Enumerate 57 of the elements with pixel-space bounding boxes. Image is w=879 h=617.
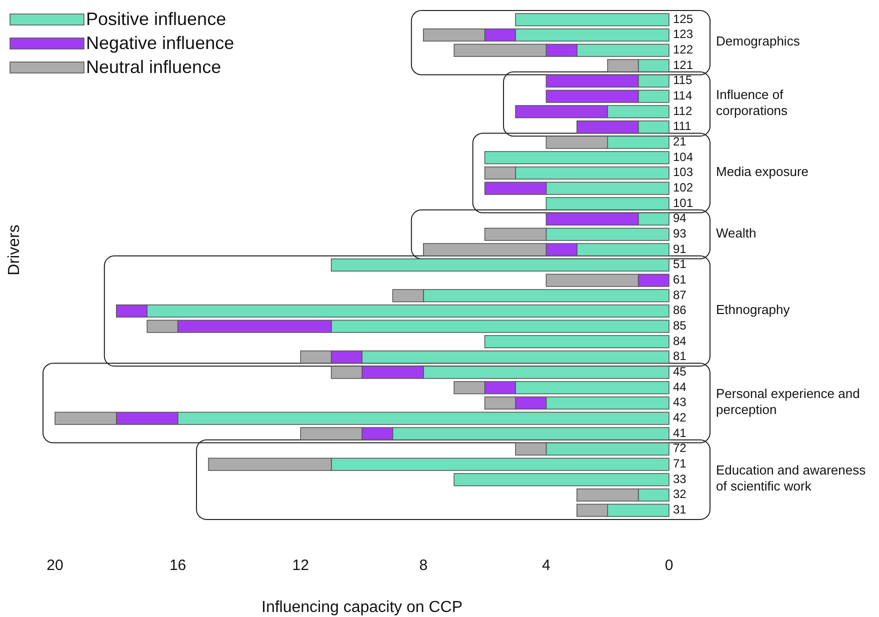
y-tick-label: 93 [673, 226, 687, 241]
y-tick-label: 31 [673, 502, 687, 517]
y-tick-label: 86 [673, 303, 687, 318]
text: Ethnography [716, 302, 790, 318]
x-tick-label: 16 [169, 557, 186, 574]
text: Demographics [716, 34, 800, 50]
y-tick-label: 72 [673, 441, 687, 456]
y-tick-label: 41 [673, 426, 687, 440]
bar [515, 13, 670, 26]
y-tick-label: 125 [673, 12, 694, 26]
y-tick-label: 42 [673, 410, 687, 425]
y-tick-label: 21 [673, 134, 687, 149]
bar [546, 197, 670, 210]
y-tick-label: 112 [673, 104, 692, 118]
y-tick-label: 71 [673, 456, 687, 471]
y-tick-label: 114 [673, 88, 692, 103]
y-tick-label: 51 [673, 257, 687, 272]
text: Media exposure [716, 164, 808, 180]
y-tick-label: 115 [673, 73, 692, 88]
bar [454, 473, 670, 486]
y-axis-title: Drivers [6, 224, 23, 276]
x-tick-label: 8 [419, 557, 428, 574]
y-tick-label: 85 [673, 318, 687, 333]
x-tick-label: 0 [664, 557, 674, 574]
legend-label: Negative influence [86, 32, 234, 53]
y-tick-label: 104 [673, 150, 694, 164]
text: Education and awareness of scientific work [716, 463, 866, 494]
legend-label: Positive influence [86, 8, 226, 29]
text: Personal experience and perception [716, 386, 860, 418]
y-tick-label: 122 [673, 42, 694, 57]
y-tick-label: 33 [673, 472, 687, 486]
y-tick-label: 44 [673, 380, 687, 394]
bar [484, 151, 670, 164]
y-tick-label: 101 [673, 196, 694, 210]
bar [484, 335, 670, 348]
y-tick-label: 61 [673, 272, 687, 287]
y-tick-label: 103 [673, 165, 694, 180]
bar [330, 258, 670, 272]
x-tick-label: 4 [542, 557, 550, 574]
y-tick-label: 87 [673, 288, 687, 302]
y-tick-label: 81 [673, 349, 687, 364]
y-tick-label: 111 [673, 119, 692, 134]
y-tick-label: 94 [673, 211, 687, 226]
y-tick-label: 123 [673, 27, 694, 42]
y-tick-label: 32 [673, 487, 687, 502]
y-tick-label: 43 [673, 395, 687, 410]
y-tick-label: 84 [673, 334, 687, 348]
x-tick-label: 20 [46, 557, 64, 574]
legend-label: Neutral influence [86, 56, 222, 77]
y-tick-label: 121 [673, 58, 694, 72]
text: Influence of corporations [716, 87, 788, 118]
text: Wealth [716, 226, 756, 241]
y-tick-label: 45 [673, 364, 687, 379]
x-axis-title: Influencing capacity on CCP [262, 599, 462, 616]
y-tick-label: 102 [673, 180, 694, 195]
y-tick-label: 91 [673, 242, 687, 256]
x-tick-label: 12 [292, 557, 309, 574]
